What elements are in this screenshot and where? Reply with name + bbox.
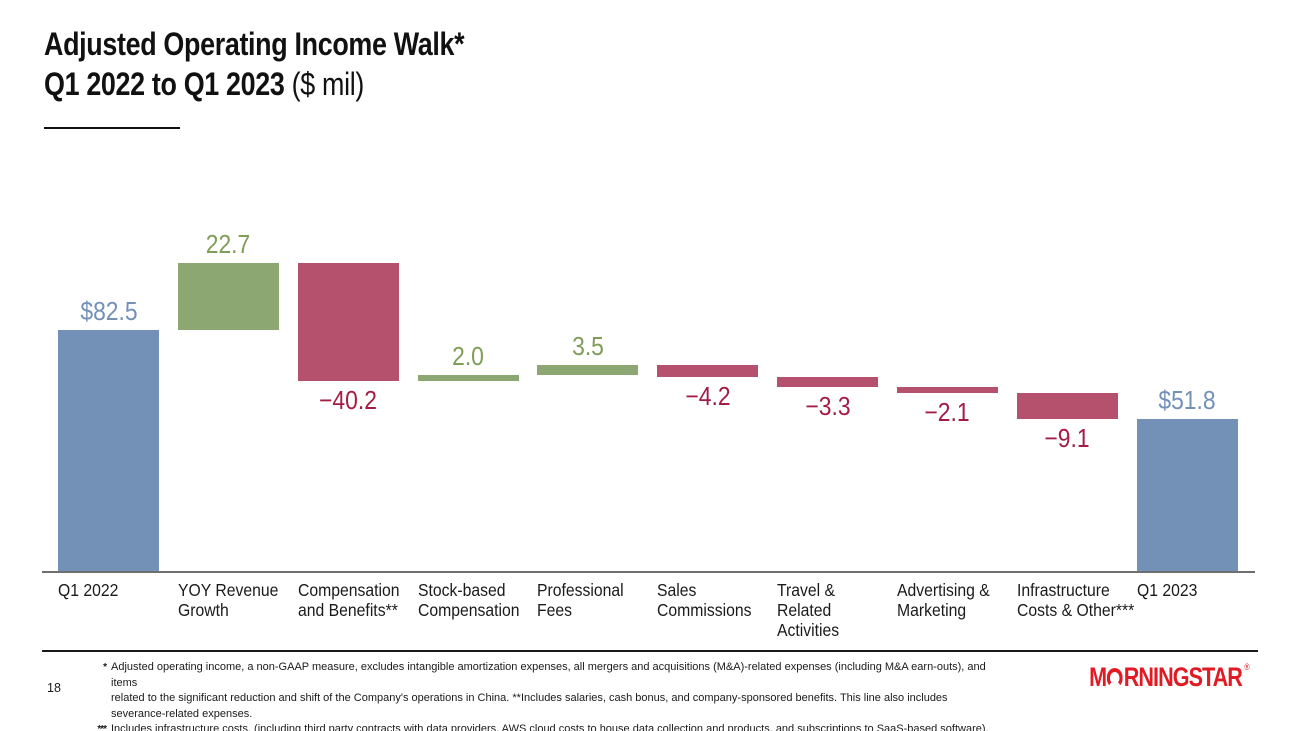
footnote-text: Includes infrastructure costs, (includin… xyxy=(111,723,989,731)
category-label: Q1 2023 xyxy=(1136,580,1198,600)
footnote-text: Adjusted operating income, a non-GAAP me… xyxy=(111,661,986,689)
slide-title-range: Q1 2022 to Q1 2023 xyxy=(44,66,285,102)
waterfall-bar xyxy=(896,386,998,393)
logo-text-m: M xyxy=(1089,662,1107,692)
waterfall-bar xyxy=(657,364,759,378)
morningstar-logo: M RNINGSTAR ® xyxy=(1089,662,1250,693)
slide-title-line1: Adjusted Operating Income Walk* xyxy=(44,26,465,62)
category-label: Infrastructure Costs & Other*** xyxy=(1016,580,1135,620)
waterfall-bar xyxy=(1016,392,1118,420)
category-label: Stock-based Compensation xyxy=(417,580,520,620)
category-label: Q1 2022 xyxy=(58,580,119,600)
slide-title-unit: ($ mil) xyxy=(284,66,365,102)
bar-value-label: −2.1 xyxy=(924,396,971,427)
registered-trademark-icon: ® xyxy=(1244,662,1250,672)
slide-title-line2: Q1 2022 to Q1 2023 ($ mil) xyxy=(44,64,464,104)
waterfall-bar xyxy=(417,375,519,381)
footnote-marker: * xyxy=(103,662,107,673)
morningstar-o-arc-icon xyxy=(1107,667,1124,688)
bar-value-label: −4.2 xyxy=(685,381,731,412)
logo-text-rest: RNINGSTAR xyxy=(1124,662,1243,692)
waterfall-bar xyxy=(777,377,879,387)
bar-value-label: −40.2 xyxy=(319,384,378,415)
bar-value-label: $51.8 xyxy=(1158,385,1216,416)
bar-value-label: −9.1 xyxy=(1044,423,1090,454)
footnotes: * Adjusted operating income, a non-GAAP … xyxy=(84,660,999,731)
x-axis-line xyxy=(42,571,1255,573)
bar-value-label: 2.0 xyxy=(452,341,484,372)
page-number: 18 xyxy=(47,681,61,695)
category-label: Travel & Related Activities xyxy=(777,580,840,640)
slide-title: Adjusted Operating Income Walk* Q1 2022 … xyxy=(44,24,465,104)
category-label: Advertising & Marketing xyxy=(896,580,990,620)
title-underline xyxy=(44,127,180,129)
category-label: YOY Revenue Growth xyxy=(177,580,279,620)
waterfall-bar xyxy=(177,263,279,330)
bar-value-label: 3.5 xyxy=(571,330,604,361)
footnote-marker: *** xyxy=(97,724,107,731)
bar-value-label: 22.7 xyxy=(206,229,251,260)
footnote-text: related to the significant reduction and… xyxy=(111,692,948,720)
footnote-marker xyxy=(84,691,106,722)
bar-value-label: $82.5 xyxy=(79,295,138,326)
category-label: Sales Commissions xyxy=(657,580,752,620)
category-label: Compensation and Benefits** xyxy=(297,580,400,620)
category-label: Professional Fees xyxy=(537,580,625,620)
footer-divider-line xyxy=(42,650,1258,652)
waterfall-bar xyxy=(537,364,639,376)
bar-value-label: −3.3 xyxy=(805,390,851,421)
waterfall-bar xyxy=(297,263,399,381)
waterfall-bar xyxy=(1136,419,1238,571)
waterfall-bar xyxy=(58,329,159,571)
